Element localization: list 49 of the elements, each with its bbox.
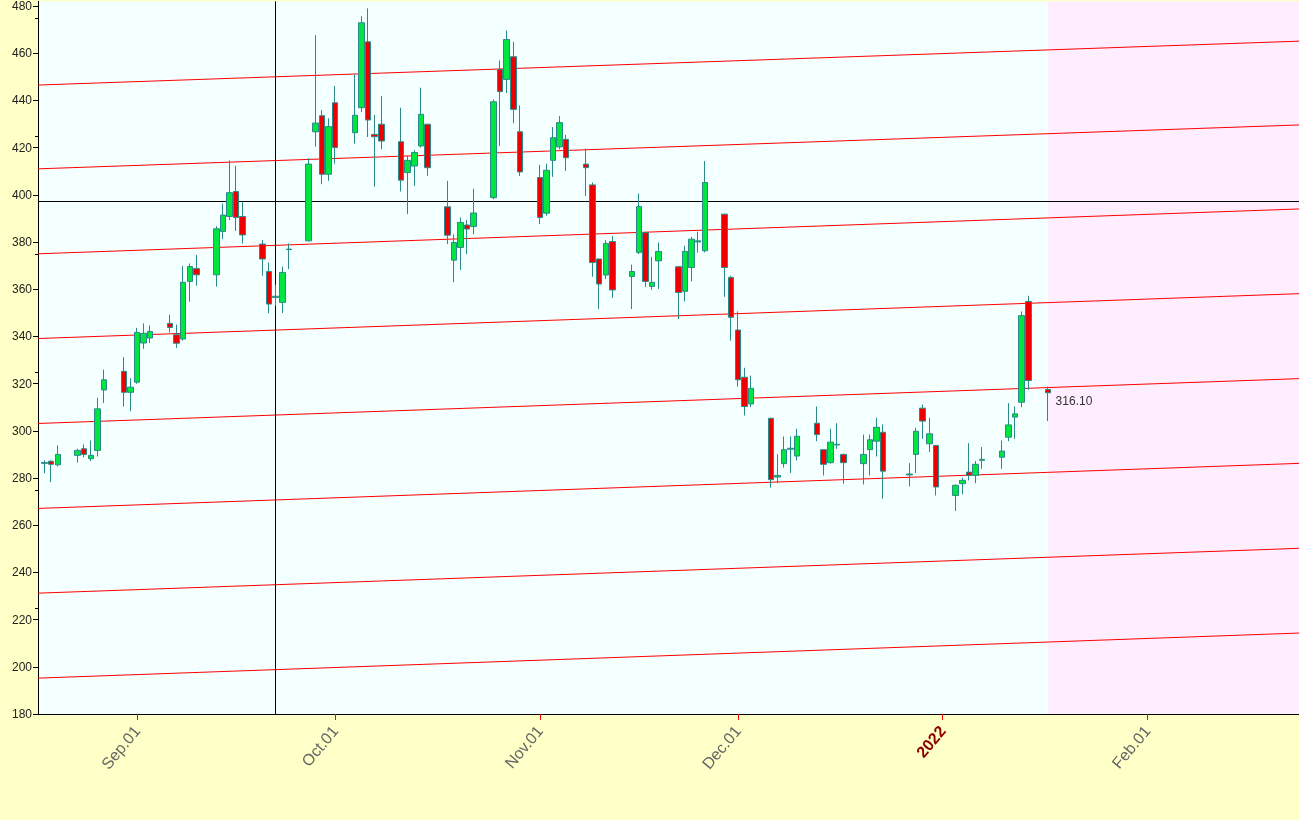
candlestick [305, 157, 312, 243]
candlestick [629, 264, 635, 310]
candlestick [814, 405, 820, 442]
y-tick-label: 380 [11, 235, 33, 249]
candlestick [655, 241, 662, 290]
y-tick-label: 200 [11, 659, 33, 674]
annotation: 316.10 [1055, 393, 1093, 408]
candlestick [1045, 386, 1051, 422]
candlestick [919, 404, 926, 440]
candlestick [583, 148, 589, 197]
y-tick-label: 440 [11, 93, 33, 108]
candlestick [906, 462, 913, 487]
y-tick-label: 340 [11, 329, 33, 344]
y-tick-label: 220 [11, 612, 33, 627]
candlestick [926, 417, 933, 453]
candlestick [728, 275, 734, 342]
candlestick [517, 104, 523, 177]
y-tick-label: 320 [11, 376, 33, 391]
candlestick [101, 369, 107, 404]
y-tick-label: 360 [11, 282, 33, 297]
candlestick [999, 439, 1005, 470]
candlestick [259, 239, 266, 277]
candlestick [840, 453, 847, 485]
y-tick-label: 280 [11, 471, 33, 485]
y-tick-label: 460 [11, 46, 33, 61]
candlestick [649, 256, 655, 291]
candlestick [490, 98, 497, 200]
candlestick [1012, 405, 1018, 440]
candlestick [94, 397, 101, 458]
candlestick [860, 434, 867, 485]
candlestick [286, 242, 292, 270]
candlestick [933, 444, 939, 496]
candlestick [979, 446, 985, 470]
candlestick [167, 314, 173, 333]
y-tick-label: 400 [11, 187, 33, 202]
y-tick-label: 420 [11, 140, 33, 155]
y-tick-label: 260 [11, 518, 33, 533]
candlestick [721, 213, 728, 298]
candlestick [88, 439, 94, 462]
y-tick-label: 300 [11, 423, 33, 438]
y-tick-label: 480 [11, 0, 33, 13]
y-tick-label: 180 [11, 707, 33, 721]
candlestick [913, 427, 919, 474]
candlestick [1005, 402, 1012, 442]
candlestick [352, 73, 358, 145]
candlestick [444, 180, 451, 245]
candlestick [952, 483, 959, 512]
y-tick-label: 240 [11, 565, 33, 580]
candlestick [959, 477, 966, 495]
